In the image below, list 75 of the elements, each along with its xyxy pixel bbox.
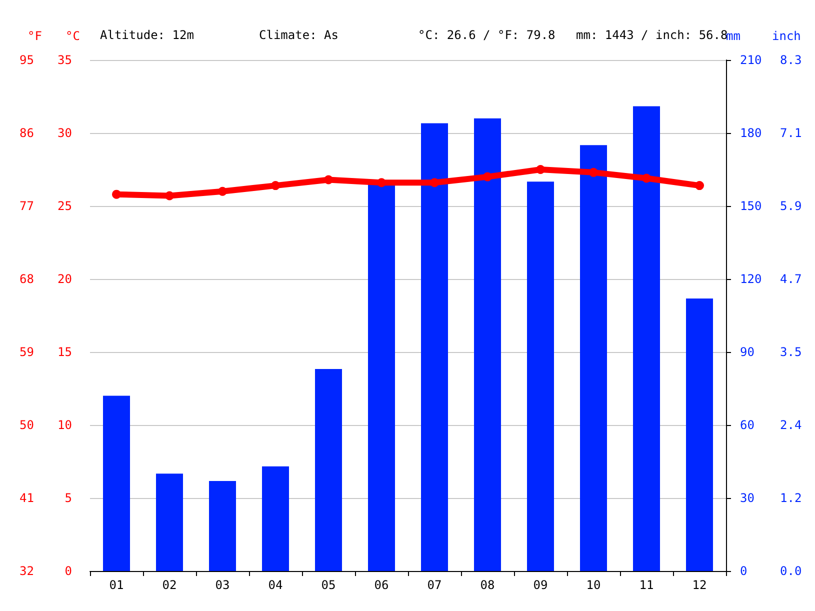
bar: [686, 298, 713, 571]
text: 1.2: [780, 491, 802, 505]
x-tick-label: 05: [321, 578, 336, 592]
x-tick-label: 07: [427, 578, 442, 592]
y3-tick-label: 32: [20, 564, 34, 578]
y-tick-label: 35: [58, 53, 72, 67]
point: [589, 168, 598, 177]
bar: [315, 369, 342, 571]
text: mm: 1443 / inch: 56.8: [576, 28, 728, 42]
y-tick-label: 30: [58, 126, 72, 140]
x-tick-label: 08: [480, 578, 495, 592]
bar: [421, 123, 448, 571]
y3-tick-label: 68: [20, 272, 34, 286]
bar: [580, 145, 607, 571]
x-tick-label: 01: [109, 578, 124, 592]
y2-tick-label: 210: [740, 53, 762, 67]
text: 5.9: [780, 199, 802, 213]
y-tick-label: 25: [58, 199, 72, 213]
point: [695, 181, 704, 190]
y3-tick-label: 77: [20, 199, 34, 213]
point: [483, 172, 492, 182]
point: [324, 175, 333, 184]
bar: [527, 182, 554, 571]
bar: [474, 118, 501, 571]
bar: [633, 106, 660, 571]
x-tick-label: 10: [586, 578, 601, 592]
y-tick-label: 10: [58, 418, 72, 432]
text: 2.4: [780, 418, 802, 432]
y-axis-title: °C: [66, 29, 80, 43]
x-tick-label: 11: [639, 578, 654, 592]
point: [165, 191, 174, 200]
y3-tick-label: 59: [20, 345, 34, 359]
x-tick-label: 03: [215, 578, 230, 592]
bar: [209, 480, 236, 571]
bar: [103, 396, 130, 571]
y-tick-label: 0: [64, 564, 72, 578]
point: [271, 181, 280, 190]
x-tick-label: 06: [374, 578, 389, 592]
text: 0.0: [780, 564, 802, 578]
y-tick-label: 20: [58, 272, 72, 286]
text: °C: 26.6 / °F: 79.8: [418, 28, 556, 42]
y3-tick-label: 95: [20, 53, 34, 67]
x-tick-label: 09: [533, 578, 548, 592]
x-tick-label: 04: [268, 578, 283, 592]
y2-tick-label: 90: [740, 345, 754, 359]
y3-tick-label: 86: [20, 126, 34, 140]
x-tick-label: 02: [162, 578, 177, 592]
y3-axis-title: °F: [28, 29, 42, 43]
point: [642, 174, 651, 183]
y3-tick-label: 41: [20, 491, 34, 505]
point: [536, 165, 545, 174]
text: 4.7: [780, 272, 802, 286]
text: inch: [772, 29, 801, 43]
point: [112, 190, 121, 199]
y-tick-label: 5: [64, 491, 72, 505]
text: Altitude: 12m: [100, 28, 194, 42]
bar: [262, 466, 289, 571]
y2-tick-label: 180: [740, 126, 762, 140]
point: [218, 186, 227, 196]
x-tick-label: 12: [692, 578, 707, 592]
y-tick-label: 15: [58, 345, 72, 359]
point: [430, 178, 439, 188]
text: 8.3: [780, 53, 802, 67]
text: Climate: As: [259, 28, 338, 42]
text: 3.5: [780, 345, 802, 359]
y2-tick-label: 0: [740, 564, 748, 578]
y2-tick-label: 120: [740, 272, 762, 286]
y2-tick-label: 60: [740, 418, 754, 432]
y2-axis-title: mm: [726, 29, 740, 43]
y2-tick-label: 150: [740, 199, 762, 213]
y2-tick-label: 30: [740, 491, 754, 505]
bar: [156, 474, 183, 571]
text: 7.1: [780, 126, 802, 140]
point: [377, 178, 386, 188]
y3-tick-label: 50: [20, 418, 34, 432]
